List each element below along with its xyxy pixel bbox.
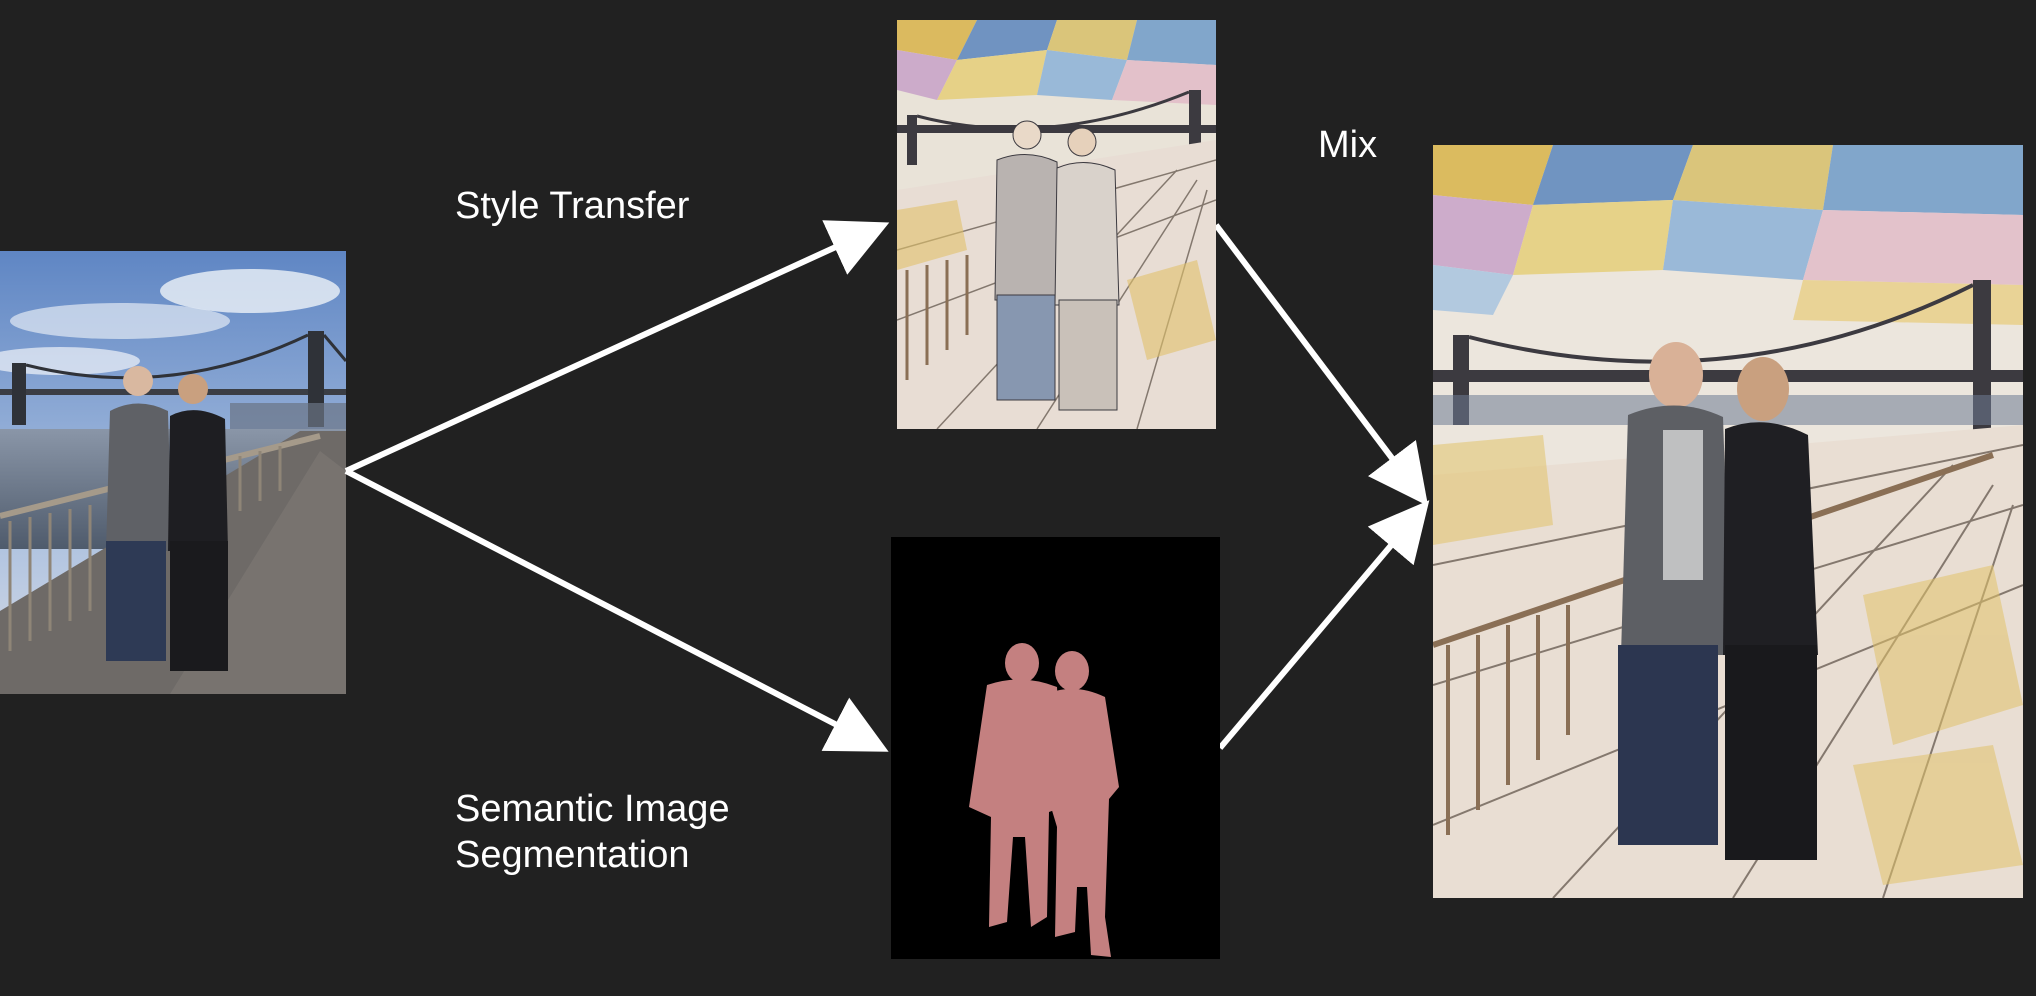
mixed-result-image [1433,145,2023,898]
mixed-result [1433,145,2023,898]
segmentation-label-line1: Semantic Image [455,788,730,830]
arrow-segmentation-to-mix [1217,500,1430,750]
segmentation-mask [891,537,1220,959]
arrow-to-segmentation [344,468,889,752]
segmentation-mask-image [891,537,1220,959]
segmentation-label-line2: Segmentation [455,834,690,876]
original-photo [0,251,346,694]
stylized-photo-image [897,20,1216,429]
style-transfer-label: Style Transfer [455,185,690,227]
mix-label: Mix [1318,124,1378,166]
stylized-photo [897,20,1216,429]
arrow-style-to-mix [1213,223,1429,506]
original-photo-image [0,251,346,694]
arrow-to-style-transfer [344,220,890,474]
